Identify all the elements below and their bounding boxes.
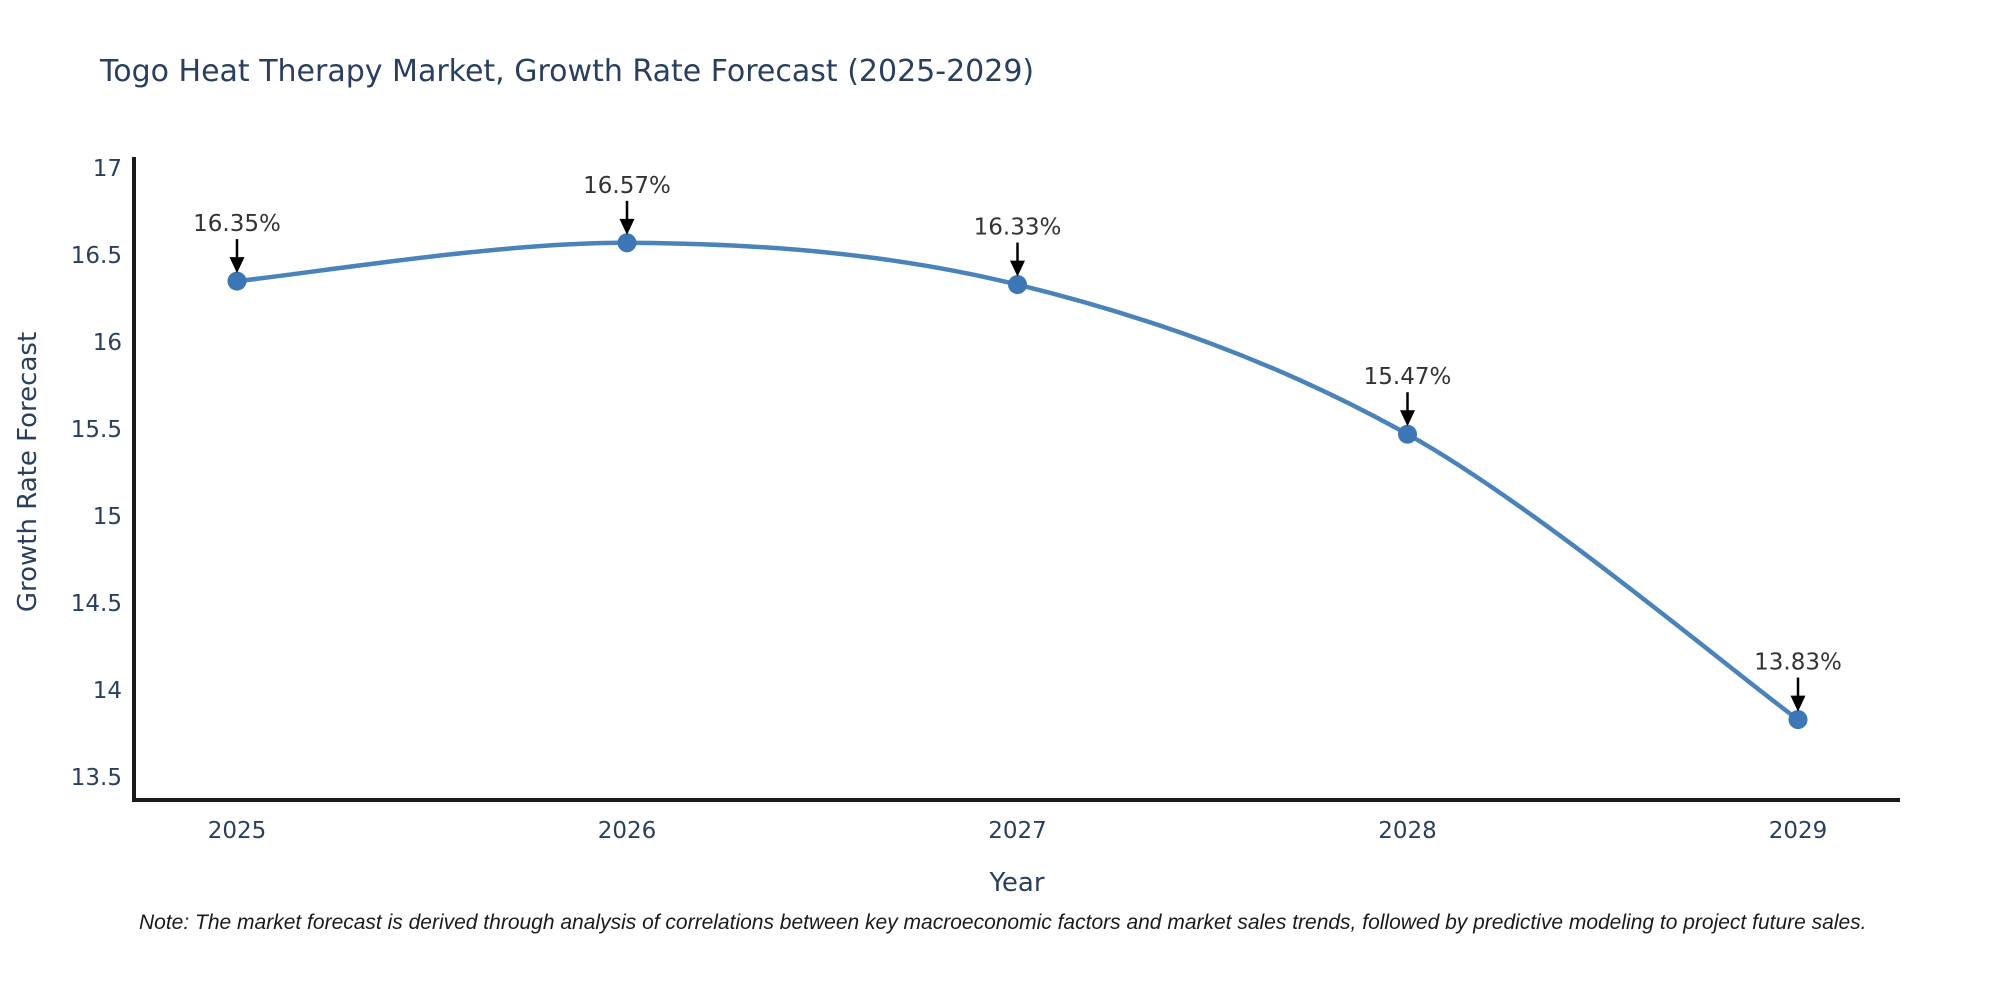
y-tick-label: 16: [93, 330, 122, 356]
annotation-label: 16.57%: [583, 173, 671, 199]
series-line: [234, 240, 1801, 722]
data-point-marker[interactable]: [1398, 424, 1417, 444]
x-axis-title: Year: [989, 868, 1045, 898]
annotation-arrow-head: [1010, 260, 1025, 277]
data-point-marker[interactable]: [1788, 710, 1808, 730]
axis-lines: [132, 157, 1900, 802]
annotation-arrow-head: [619, 218, 635, 235]
annotation-label: 13.83%: [1754, 650, 1842, 676]
annotation-label: 16.33%: [974, 215, 1062, 241]
y-tick-label: 13.5: [71, 765, 122, 791]
y-axis-title: Growth Rate Forecast: [13, 331, 43, 613]
y-tick-label: 16.5: [71, 243, 122, 269]
y-tick-label: 14: [93, 678, 122, 704]
y-tick-label: 17: [93, 156, 122, 182]
data-point-marker[interactable]: [1008, 275, 1027, 295]
x-tick-label: 2025: [208, 818, 267, 844]
annotation-label: 16.35%: [193, 211, 281, 237]
y-tick-label: 15: [93, 504, 122, 530]
x-tick-label: 2027: [988, 818, 1047, 844]
data-point-marker[interactable]: [617, 233, 637, 253]
chart-title: Togo Heat Therapy Market, Growth Rate Fo…: [100, 54, 1035, 89]
y-tick-label: 14.5: [71, 591, 122, 617]
x-tick-label: 2029: [1769, 818, 1828, 844]
annotation-arrow-head: [1400, 410, 1415, 427]
annotation-arrow-head: [229, 257, 245, 274]
y-tick-label: 15.5: [71, 417, 122, 443]
x-tick-label: 2028: [1378, 818, 1437, 844]
x-tick-label: 2026: [598, 818, 657, 844]
annotation-label: 15.47%: [1364, 364, 1452, 390]
annotation-arrow-head: [1790, 695, 1806, 712]
data-point-marker[interactable]: [227, 271, 247, 291]
footnote: Note: The market forecast is derived thr…: [139, 911, 1867, 934]
